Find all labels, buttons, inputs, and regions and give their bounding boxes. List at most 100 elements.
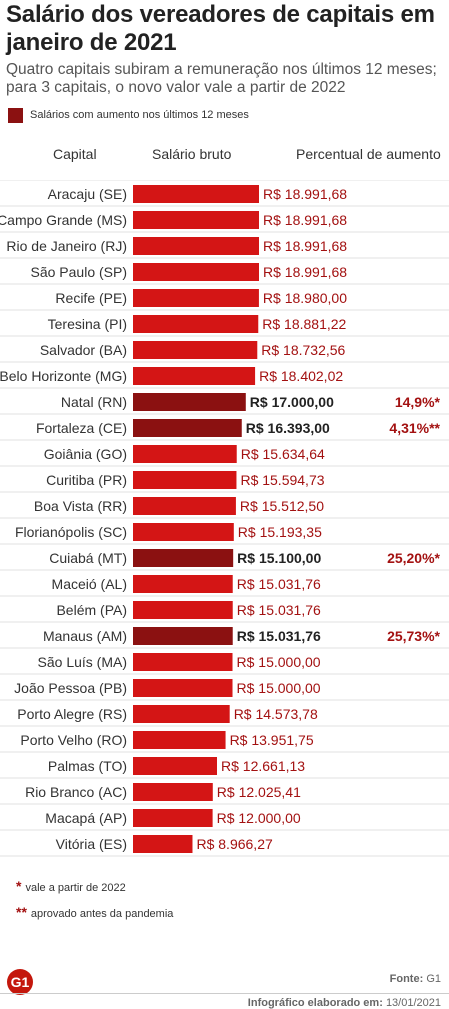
increase-label: 25,73%*: [387, 628, 440, 644]
category-label: Salvador (BA): [40, 342, 127, 358]
salary-bar: [133, 497, 236, 515]
category-label: Porto Alegre (RS): [17, 706, 127, 722]
value-label: R$ 15.512,50: [240, 498, 324, 514]
footnote-2: ** aprovado antes da pandemia: [16, 904, 173, 920]
category-label: Belém (PA): [56, 602, 127, 618]
value-label: R$ 18.402,02: [259, 368, 343, 384]
category-label: Florianópolis (SC): [15, 524, 127, 540]
value-label: R$ 15.000,00: [237, 680, 321, 696]
category-label: Boa Vista (RR): [34, 498, 127, 514]
credit-label: Infográfico elaborado em:: [247, 997, 383, 1009]
category-label: Vitória (ES): [56, 836, 127, 852]
value-label: R$ 12.661,13: [221, 758, 305, 774]
salary-bar: [133, 419, 242, 437]
salary-bar: [133, 185, 259, 203]
salary-bar: [133, 809, 213, 827]
increase-label: 14,9%*: [395, 394, 441, 410]
salary-bar: [133, 627, 233, 645]
category-label: Maceió (AL): [52, 576, 127, 592]
category-label: Natal (RN): [61, 394, 127, 410]
footnote-2-mark: **: [16, 904, 27, 920]
salary-bar: [133, 341, 258, 359]
category-label: Goiânia (GO): [44, 446, 127, 462]
salary-bar: [133, 575, 233, 593]
salary-bar: [133, 705, 230, 723]
value-label: R$ 15.193,35: [238, 524, 322, 540]
footnote-1: * vale a partir de 2022: [16, 878, 126, 894]
category-label: Rio Branco (AC): [25, 784, 127, 800]
value-label: R$ 18.732,56: [261, 342, 345, 358]
footnote-1-mark: *: [16, 878, 22, 894]
salary-bar: [133, 679, 233, 697]
salary-bar: [133, 211, 259, 229]
salary-bar: [133, 601, 233, 619]
value-label: R$ 15.594,73: [240, 472, 324, 488]
category-label: Fortaleza (CE): [36, 420, 127, 436]
value-label: R$ 15.100,00: [237, 550, 321, 566]
chart-title: Salário dos vereadores de capitais em ja…: [6, 1, 435, 56]
category-label: Aracaju (SE): [48, 186, 127, 202]
value-label: R$ 15.031,76: [237, 602, 321, 618]
value-label: R$ 18.991,68: [263, 238, 347, 254]
legend-swatch: [8, 107, 23, 123]
source-value: G1: [426, 973, 441, 985]
salary-bar: [133, 315, 259, 333]
salary-bar-chart: Aracaju (SE) R$ 18.991,68 Campo Grande (MS…: [0, 180, 449, 857]
category-label: São Paulo (SP): [31, 264, 128, 280]
category-label: Belo Horizonte (MG): [0, 368, 127, 384]
category-label: Cuiabá (MT): [49, 550, 127, 566]
category-label: Recife (PE): [55, 290, 127, 306]
value-label: R$ 18.991,68: [263, 264, 347, 280]
credit: Infográfico elaborado em: 13/01/2021: [248, 997, 441, 1009]
value-label: R$ 8.966,27: [196, 836, 272, 852]
value-label: R$ 17.000,00: [250, 394, 334, 410]
salary-bar: [133, 393, 246, 411]
category-label: Curitiba (PR): [46, 472, 127, 488]
salary-bar: [133, 835, 193, 853]
category-label: Macapá (AP): [45, 810, 127, 826]
value-label: R$ 18.991,68: [263, 186, 347, 202]
source: Fonte: G1: [390, 973, 441, 985]
column-header-salary: Salário bruto: [152, 146, 232, 162]
value-label: R$ 12.025,41: [217, 784, 301, 800]
salary-bar: [133, 757, 218, 775]
category-label: Porto Velho (RO): [20, 732, 127, 748]
salary-bar: [133, 289, 259, 307]
category-label: João Pessoa (PB): [14, 680, 127, 696]
value-label: R$ 16.393,00: [246, 420, 330, 436]
g1-logo: G1: [7, 969, 33, 995]
column-header-capital: Capital: [53, 146, 97, 162]
salary-bar: [133, 445, 237, 463]
category-label: Manaus (AM): [43, 628, 127, 644]
column-header-increase: Percentual de aumento: [296, 146, 441, 162]
value-label: R$ 15.031,76: [237, 576, 321, 592]
source-label: Fonte:: [389, 973, 424, 985]
value-label: R$ 15.000,00: [237, 654, 321, 670]
salary-bar: [133, 549, 234, 567]
footnote-1-text: vale a partir de 2022: [25, 882, 126, 894]
increase-label: 25,20%*: [387, 550, 440, 566]
category-label: Palmas (TO): [48, 758, 127, 774]
credit-value: 13/01/2021: [385, 997, 441, 1009]
value-label: R$ 15.031,76: [237, 628, 321, 644]
value-label: R$ 14.573,78: [234, 706, 318, 722]
salary-bar: [133, 653, 233, 671]
value-label: R$ 18.991,68: [263, 212, 347, 228]
category-label: São Luís (MA): [38, 654, 127, 670]
salary-bar: [133, 783, 213, 801]
salary-bar: [133, 471, 237, 489]
value-label: R$ 12.000,00: [217, 810, 301, 826]
legend: Salários com aumento nos últimos 12 mese…: [8, 107, 249, 123]
salary-bar: [133, 731, 226, 749]
salary-bar: [133, 523, 234, 541]
category-label: Rio de Janeiro (RJ): [6, 238, 127, 254]
category-label: Teresina (PI): [48, 316, 127, 332]
salary-bar: [133, 263, 259, 281]
legend-label: Salários com aumento nos últimos 12 mese…: [30, 109, 249, 121]
value-label: R$ 18.881,22: [262, 316, 346, 332]
value-label: R$ 13.951,75: [230, 732, 314, 748]
increase-label: 4,31%**: [389, 420, 440, 436]
footnote-2-text: aprovado antes da pandemia: [30, 908, 174, 920]
value-label: R$ 18.980,00: [263, 290, 347, 306]
salary-bar: [133, 237, 259, 255]
